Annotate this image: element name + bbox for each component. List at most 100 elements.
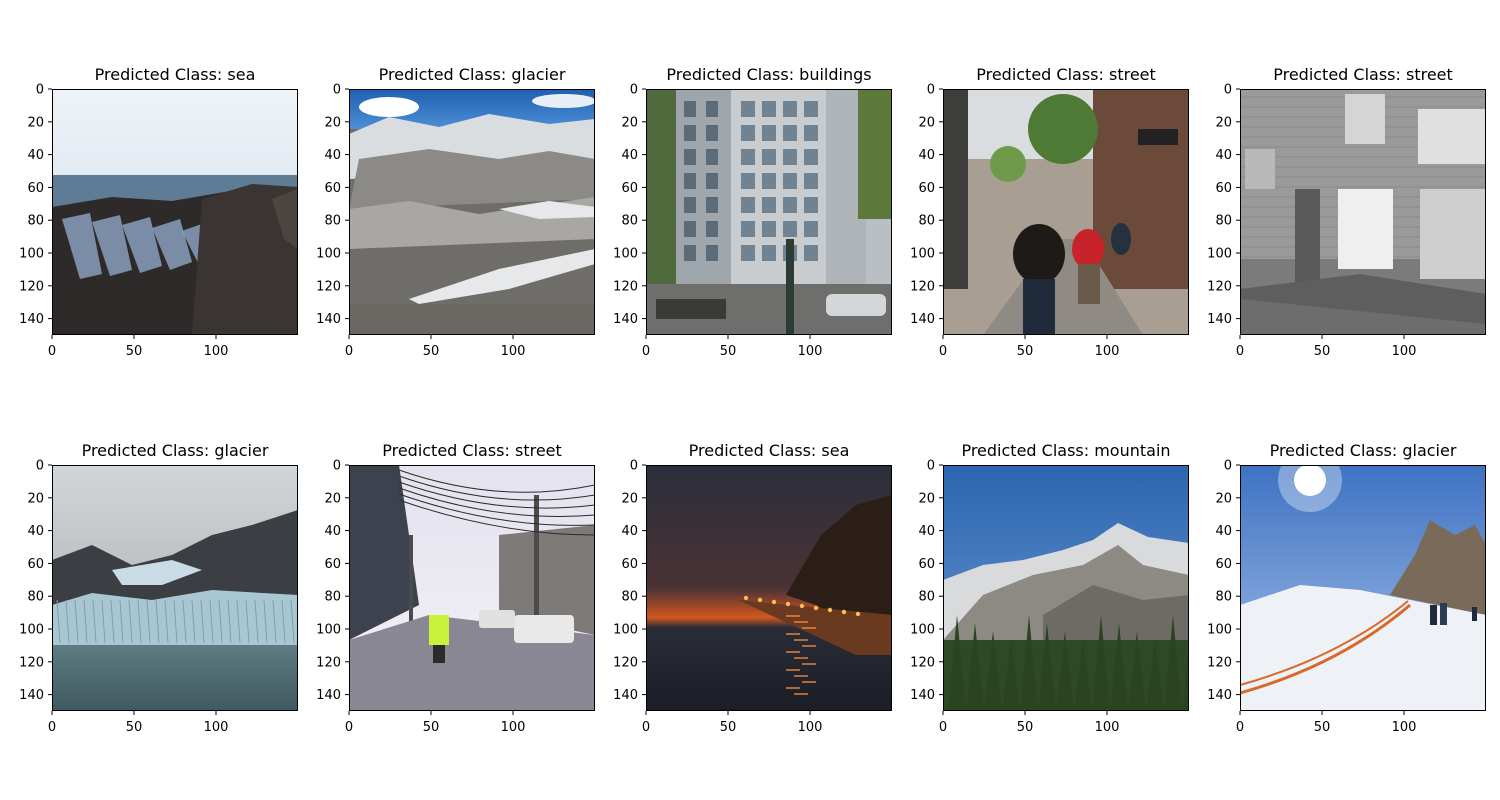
y-tick-label: 140 (910, 312, 935, 327)
axes-frame (1240, 465, 1486, 711)
y-tick-label: 60 (324, 181, 341, 196)
photo-glacier-bay (52, 465, 298, 711)
x-tick-label: 100 (501, 344, 526, 359)
y-tick-label: 140 (19, 312, 44, 327)
y-tick-label: 100 (316, 247, 341, 262)
y-tick-label: 140 (1207, 688, 1232, 703)
subplot-title: Predicted Class: glacier (379, 65, 566, 84)
y-tick-label: 120 (1207, 655, 1232, 670)
subplot-title: Predicted Class: street (1273, 65, 1453, 84)
x-tick-label: 100 (204, 344, 229, 359)
axes-frame (943, 465, 1189, 711)
x-tick-label: 50 (720, 720, 737, 735)
y-tick-label: 100 (910, 247, 935, 262)
axes-frame (349, 465, 595, 711)
y-tick-label: 0 (630, 459, 638, 474)
subplot-6: Predicted Class: glacier 0 20 40 60 80 100 120 1… (19, 441, 298, 735)
y-tick-label: 80 (27, 214, 44, 229)
subplot-5: Predicted Class: street 0 20 40 60 80 100 120 14… (1207, 65, 1486, 359)
x-tick-label: 100 (1392, 344, 1417, 359)
photo-street-wires (349, 465, 595, 711)
y-tick-label: 80 (1215, 214, 1232, 229)
y-tick-label: 40 (918, 148, 935, 163)
x-tick-label: 100 (1095, 344, 1120, 359)
subplot-2: Predicted Class: glacier 0 20 40 60 80 100 120 1… (316, 65, 595, 359)
x-tick-label: 50 (423, 720, 440, 735)
y-tick-label: 0 (1224, 83, 1232, 98)
axes-frame (52, 89, 298, 335)
axes-frame (349, 89, 595, 335)
y-tick-label: 140 (613, 312, 638, 327)
subplot-3: Predicted Class: buildings 0 20 40 60 80 100 12… (613, 65, 892, 359)
x-tick-label: 0 (939, 720, 947, 735)
y-tick-label: 20 (918, 491, 935, 506)
y-tick-label: 0 (36, 83, 44, 98)
y-tick-label: 40 (918, 524, 935, 539)
y-tick-label: 0 (630, 83, 638, 98)
y-tick-label: 60 (918, 181, 935, 196)
x-tick-label: 100 (1095, 720, 1120, 735)
x-tick-label: 0 (1236, 344, 1244, 359)
subplot-8: Predicted Class: sea 0 20 40 60 80 100 120 140 0 5… (613, 441, 892, 735)
y-tick-label: 40 (324, 148, 341, 163)
subplot-4: Predicted Class: street 0 20 40 60 80 100 120 14… (910, 65, 1189, 359)
y-tick-label: 80 (1215, 590, 1232, 605)
y-tick-label: 120 (613, 279, 638, 294)
subplot-9: Predicted Class: mountain 0 20 40 60 80 100 120… (910, 441, 1189, 735)
axes-frame (52, 465, 298, 711)
y-tick-label: 100 (613, 623, 638, 638)
x-tick-label: 50 (1314, 344, 1331, 359)
x-tick-label: 100 (501, 720, 526, 735)
x-tick-label: 50 (126, 720, 143, 735)
subplot-title: Predicted Class: mountain (961, 441, 1170, 460)
x-tick-label: 0 (48, 720, 56, 735)
x-tick-label: 0 (1236, 720, 1244, 735)
x-tick-label: 100 (204, 720, 229, 735)
y-tick-label: 80 (27, 590, 44, 605)
y-tick-label: 120 (19, 655, 44, 670)
subplot-title: Predicted Class: sea (95, 65, 256, 84)
y-tick-label: 80 (324, 590, 341, 605)
y-tick-label: 40 (324, 524, 341, 539)
y-tick-label: 100 (19, 623, 44, 638)
y-tick-label: 0 (1224, 459, 1232, 474)
y-tick-label: 40 (27, 148, 44, 163)
y-tick-label: 140 (19, 688, 44, 703)
x-tick-label: 0 (345, 344, 353, 359)
y-tick-label: 0 (333, 459, 341, 474)
y-tick-label: 120 (910, 279, 935, 294)
y-tick-label: 60 (1215, 557, 1232, 572)
x-tick-label: 0 (642, 344, 650, 359)
y-tick-label: 40 (1215, 148, 1232, 163)
y-tick-label: 60 (27, 181, 44, 196)
y-tick-label: 120 (19, 279, 44, 294)
y-tick-label: 0 (333, 83, 341, 98)
x-tick-label: 50 (126, 344, 143, 359)
y-tick-label: 20 (27, 115, 44, 130)
y-tick-label: 60 (918, 557, 935, 572)
x-tick-label: 0 (939, 344, 947, 359)
y-tick-label: 80 (918, 590, 935, 605)
y-tick-label: 80 (621, 590, 638, 605)
y-tick-label: 40 (27, 524, 44, 539)
subplot-10: Predicted Class: glacier 0 20 40 60 80 100 120 1… (1207, 441, 1486, 735)
subplot-title: Predicted Class: street (976, 65, 1156, 84)
y-tick-label: 100 (316, 623, 341, 638)
y-tick-label: 60 (621, 557, 638, 572)
subplot-title: Predicted Class: glacier (1270, 441, 1457, 460)
y-tick-label: 0 (36, 459, 44, 474)
axes-frame (1240, 89, 1486, 335)
y-tick-label: 20 (621, 115, 638, 130)
subplot-title: Predicted Class: street (382, 441, 562, 460)
subplot-7: Predicted Class: street 0 20 40 60 80 100 120 14… (316, 441, 595, 735)
subplot-title: Predicted Class: buildings (666, 65, 871, 84)
y-tick-label: 80 (324, 214, 341, 229)
photo-buildings (646, 89, 892, 335)
y-tick-label: 100 (19, 247, 44, 262)
photo-sea-sunset (646, 465, 892, 711)
y-tick-label: 100 (1207, 247, 1232, 262)
y-tick-label: 140 (316, 688, 341, 703)
x-tick-label: 0 (642, 720, 650, 735)
y-tick-label: 60 (324, 557, 341, 572)
